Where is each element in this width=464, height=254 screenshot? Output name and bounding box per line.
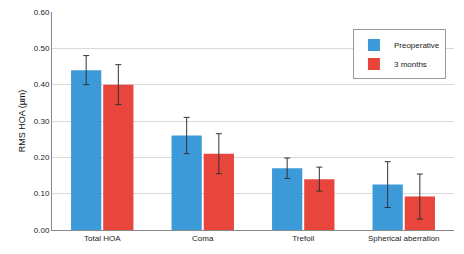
svg-text:0.40: 0.40 [34, 80, 50, 89]
svg-text:Trefoil: Trefoil [292, 234, 314, 243]
svg-text:0.60: 0.60 [34, 8, 50, 17]
svg-text:0.30: 0.30 [34, 117, 50, 126]
svg-text:Coma: Coma [192, 234, 214, 243]
svg-text:0.50: 0.50 [34, 44, 50, 53]
svg-text:0.20: 0.20 [34, 153, 50, 162]
svg-text:Total HOA: Total HOA [84, 234, 121, 243]
svg-text:RMS HOA (µm): RMS HOA (µm) [17, 90, 27, 153]
svg-text:3 months: 3 months [394, 60, 427, 69]
svg-text:0.00: 0.00 [34, 226, 50, 235]
svg-text:Spherical aberration: Spherical aberration [368, 234, 440, 243]
svg-text:Preoperative: Preoperative [394, 41, 440, 50]
svg-text:0.10: 0.10 [34, 189, 50, 198]
